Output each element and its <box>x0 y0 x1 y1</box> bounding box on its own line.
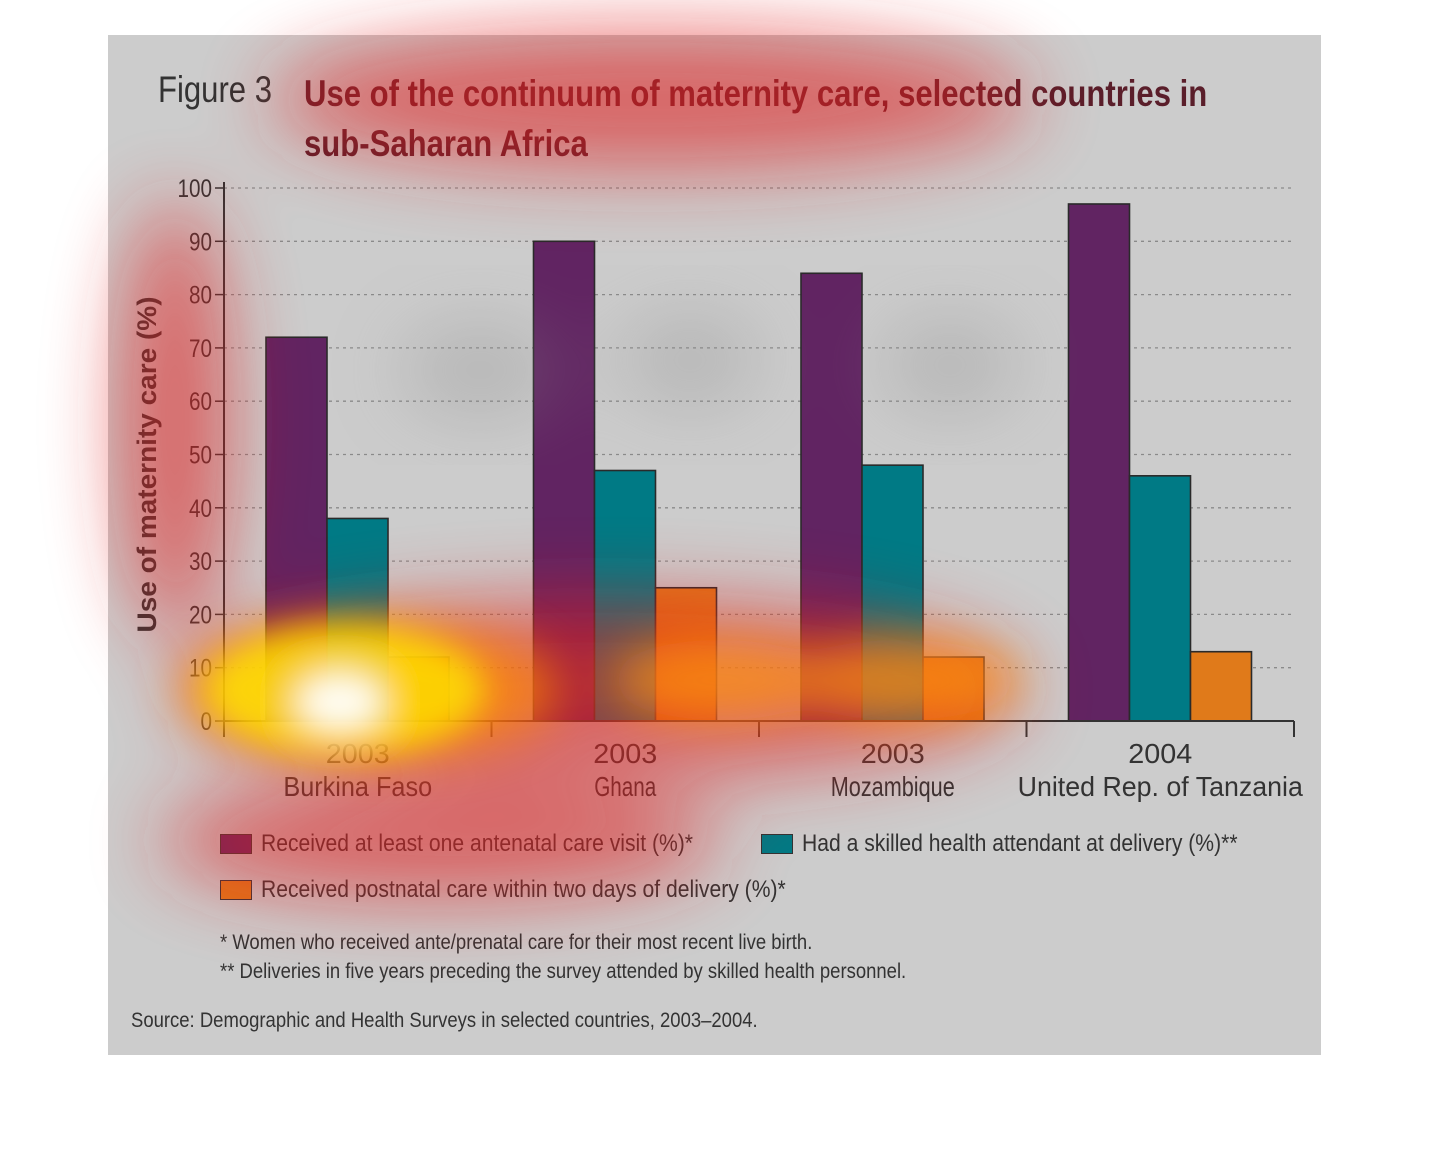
bar-skilled-attendant-1 <box>593 469 657 722</box>
y-tick-label-10: 10 <box>189 655 212 683</box>
y-tick-label-40: 40 <box>189 495 212 523</box>
y-tick-label-90: 90 <box>189 228 212 256</box>
bar-skilled-attendant-3 <box>1128 475 1192 722</box>
x-label-year-2: 2003 <box>861 738 925 769</box>
x-label-country-3: United Rep. of Tanzania <box>1018 771 1304 802</box>
x-label-country-0: Burkina Faso <box>283 771 432 802</box>
legend-item-antenatal: Received at least one antenatal care vis… <box>220 830 752 858</box>
y-tick-label-70: 70 <box>189 335 212 363</box>
bar-antenatal-3 <box>1067 203 1131 722</box>
bar-antenatal-2 <box>800 272 863 722</box>
y-tick-label-20: 20 <box>189 601 212 629</box>
x-label-year-0: 2003 <box>326 738 390 769</box>
x-label-country-2: Mozambique <box>831 771 955 802</box>
y-tick-label-30: 30 <box>189 548 212 576</box>
bar-antenatal-1 <box>532 240 596 722</box>
y-tick-label-100: 100 <box>178 175 213 203</box>
y-axis-label: Use of maternity care (%) <box>132 297 162 633</box>
bar-postnatal-2 <box>922 656 985 722</box>
bar-antenatal-0 <box>265 336 328 722</box>
y-tick-label-0: 0 <box>201 708 213 736</box>
bar-skilled-attendant-2 <box>861 464 924 722</box>
footnote-1: * Women who received ante/prenatal care … <box>220 931 813 954</box>
x-label-country-1: Ghana <box>594 771 656 802</box>
footnote-2: ** Deliveries in five years preceding th… <box>220 960 907 983</box>
x-label-year-1: 2003 <box>593 738 657 769</box>
bar-postnatal-0 <box>387 656 450 722</box>
legend-label-antenatal: Received at least one antenatal care vis… <box>261 830 694 857</box>
legend-swatch-antenatal <box>220 834 252 854</box>
figure-label: Figure 3 <box>158 69 273 110</box>
legend-item-postnatal: Received postnatal care within two days … <box>220 876 857 904</box>
y-tick-label-60: 60 <box>189 388 212 416</box>
legend-label-postnatal: Received postnatal care within two days … <box>261 876 786 903</box>
legend-label-skilled-attendant: Had a skilled health attendant at delive… <box>802 830 1238 857</box>
legend-item-skilled-attendant: Had a skilled health attendant at delive… <box>761 830 1297 858</box>
y-tick-label-50: 50 <box>189 442 212 470</box>
figure-panel: Figure 3 Use of the continuum of materni… <box>108 35 1321 1055</box>
bar-postnatal-1 <box>654 586 718 722</box>
y-tick-label-80: 80 <box>189 282 212 310</box>
bar-postnatal-3 <box>1189 650 1253 722</box>
bar-skilled-attendant-0 <box>326 517 389 722</box>
legend-swatch-skilled-attendant <box>761 834 793 854</box>
legend-swatch-postnatal <box>220 880 252 900</box>
x-label-year-3: 2004 <box>1128 738 1192 769</box>
source-note: Source: Demographic and Health Surveys i… <box>131 1009 758 1032</box>
bar-chart: 0 10 20 30 40 50 60 70 80 90 100 Use of maternity c… <box>132 175 1304 802</box>
